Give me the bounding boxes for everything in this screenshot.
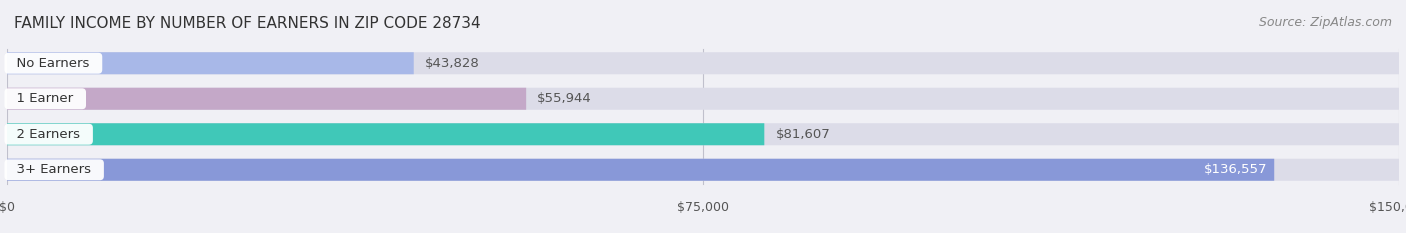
FancyBboxPatch shape <box>7 159 1274 181</box>
Text: 2 Earners: 2 Earners <box>8 128 89 141</box>
Text: $55,944: $55,944 <box>537 92 592 105</box>
Text: Source: ZipAtlas.com: Source: ZipAtlas.com <box>1258 16 1392 29</box>
Text: 3+ Earners: 3+ Earners <box>8 163 100 176</box>
Text: FAMILY INCOME BY NUMBER OF EARNERS IN ZIP CODE 28734: FAMILY INCOME BY NUMBER OF EARNERS IN ZI… <box>14 16 481 31</box>
FancyBboxPatch shape <box>7 52 1399 74</box>
Text: $43,828: $43,828 <box>425 57 479 70</box>
FancyBboxPatch shape <box>7 123 765 145</box>
Text: $136,557: $136,557 <box>1204 163 1267 176</box>
Text: $81,607: $81,607 <box>776 128 830 141</box>
Text: 1 Earner: 1 Earner <box>8 92 82 105</box>
FancyBboxPatch shape <box>7 88 526 110</box>
FancyBboxPatch shape <box>7 52 413 74</box>
FancyBboxPatch shape <box>7 159 1399 181</box>
Text: No Earners: No Earners <box>8 57 98 70</box>
FancyBboxPatch shape <box>7 123 1399 145</box>
FancyBboxPatch shape <box>7 88 1399 110</box>
